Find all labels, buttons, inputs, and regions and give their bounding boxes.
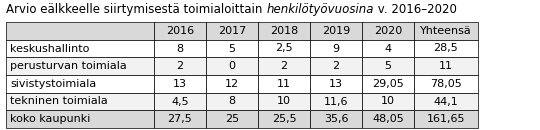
Bar	[362, 22, 414, 40]
Text: perusturvan toimiala: perusturvan toimiala	[10, 61, 127, 71]
Bar	[258, 22, 310, 40]
Text: 78,05: 78,05	[430, 79, 462, 89]
Bar	[6, 40, 154, 57]
Bar	[154, 40, 206, 57]
Text: 25: 25	[225, 114, 239, 124]
Text: sivistystoimiala: sivistystoimiala	[10, 79, 96, 89]
Bar	[154, 93, 206, 110]
Text: 13: 13	[173, 79, 187, 89]
Bar	[362, 40, 414, 57]
Text: 5: 5	[228, 44, 235, 54]
Text: 2: 2	[333, 61, 340, 71]
Bar	[154, 57, 206, 75]
Bar	[206, 40, 258, 57]
Bar	[414, 110, 478, 128]
Bar	[362, 57, 414, 75]
Bar	[414, 93, 478, 110]
Text: tekninen toimiala: tekninen toimiala	[10, 96, 108, 106]
Bar	[258, 75, 310, 93]
Bar	[6, 110, 154, 128]
Text: 8: 8	[177, 44, 184, 54]
Bar	[362, 93, 414, 110]
Text: 29,05: 29,05	[372, 79, 404, 89]
Bar	[206, 110, 258, 128]
Text: 8: 8	[228, 96, 235, 106]
Bar	[362, 75, 414, 93]
Bar	[310, 57, 362, 75]
Bar	[258, 40, 310, 57]
Text: 44,1: 44,1	[434, 96, 458, 106]
Bar	[362, 110, 414, 128]
Text: 2,5: 2,5	[275, 44, 293, 54]
Bar	[206, 93, 258, 110]
Text: 2017: 2017	[218, 26, 246, 36]
Bar	[258, 57, 310, 75]
Bar	[414, 57, 478, 75]
Text: 10: 10	[381, 96, 395, 106]
Text: 11: 11	[439, 61, 453, 71]
Text: 5: 5	[384, 61, 391, 71]
Bar	[154, 110, 206, 128]
Text: 27,5: 27,5	[167, 114, 192, 124]
Text: 35,6: 35,6	[324, 114, 348, 124]
Bar	[206, 57, 258, 75]
Text: 2019: 2019	[322, 26, 350, 36]
Text: Arvio eälkkeelle siirtymisestä toimialoittain: Arvio eälkkeelle siirtymisestä toimialoi…	[6, 3, 266, 16]
Text: v. 2016–2020: v. 2016–2020	[374, 3, 456, 16]
Bar	[310, 75, 362, 93]
Text: 11,6: 11,6	[324, 96, 348, 106]
Bar	[154, 22, 206, 40]
Text: 11: 11	[277, 79, 291, 89]
Text: 12: 12	[225, 79, 239, 89]
Text: 10: 10	[277, 96, 291, 106]
Text: 48,05: 48,05	[372, 114, 404, 124]
Text: 2016: 2016	[166, 26, 194, 36]
Text: henkilötyövuosina: henkilötyövuosina	[266, 3, 374, 16]
Bar	[6, 75, 154, 93]
Text: 13: 13	[329, 79, 343, 89]
Bar	[414, 40, 478, 57]
Bar	[310, 22, 362, 40]
Bar	[6, 22, 154, 40]
Text: 28,5: 28,5	[434, 44, 458, 54]
Bar	[154, 75, 206, 93]
Bar	[206, 22, 258, 40]
Text: 2: 2	[280, 61, 288, 71]
Bar	[6, 57, 154, 75]
Bar	[258, 110, 310, 128]
Text: 2020: 2020	[374, 26, 402, 36]
Bar	[310, 93, 362, 110]
Bar	[258, 93, 310, 110]
Bar	[414, 22, 478, 40]
Text: 9: 9	[333, 44, 340, 54]
Text: 161,65: 161,65	[427, 114, 465, 124]
Text: Yhteensä: Yhteensä	[420, 26, 472, 36]
Bar	[6, 93, 154, 110]
Bar	[310, 110, 362, 128]
Text: keskushallinto: keskushallinto	[10, 44, 90, 54]
Text: 0: 0	[228, 61, 235, 71]
Text: 25,5: 25,5	[272, 114, 296, 124]
Text: 4,5: 4,5	[171, 96, 189, 106]
Text: koko kaupunki: koko kaupunki	[10, 114, 90, 124]
Bar	[414, 75, 478, 93]
Text: 2: 2	[177, 61, 184, 71]
Bar	[206, 75, 258, 93]
Text: 4: 4	[384, 44, 391, 54]
Text: 2018: 2018	[270, 26, 298, 36]
Bar	[310, 40, 362, 57]
